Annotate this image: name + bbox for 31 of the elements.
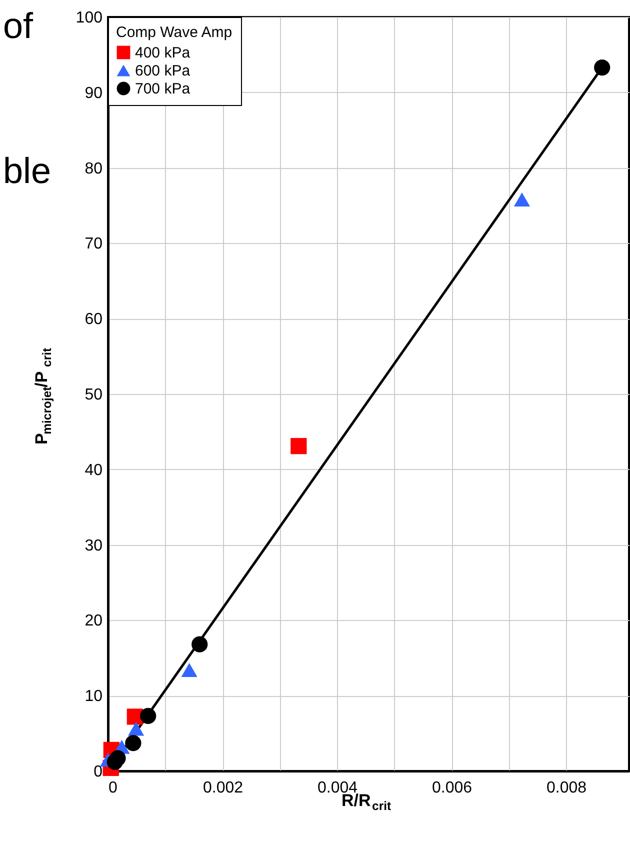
text: of xyxy=(3,5,34,46)
y-tick-label: 80 xyxy=(84,160,103,178)
point xyxy=(140,708,156,724)
y-tick-label: 10 xyxy=(84,688,103,706)
legend-label: 600 kPa xyxy=(135,62,191,80)
point xyxy=(192,636,208,652)
y-axis-title: Pmicrojet/Pcrit xyxy=(32,348,54,445)
point xyxy=(181,662,198,677)
y-tick-label: 30 xyxy=(84,537,103,554)
x-tick-label: 0.008 xyxy=(546,780,587,796)
x-tick-label: 0.006 xyxy=(432,780,472,796)
point xyxy=(594,59,610,76)
x-tick-label: 0 xyxy=(108,780,118,796)
y-tick-label: 50 xyxy=(84,386,103,404)
text: ble xyxy=(3,150,52,191)
legend-label: 700 kPa xyxy=(135,80,191,98)
y-tick-label: 60 xyxy=(84,311,103,328)
legend-title: Comp Wave Amp xyxy=(116,24,232,41)
legend-label: 400 kPa xyxy=(135,44,191,62)
point xyxy=(110,750,126,766)
point xyxy=(125,735,142,752)
y-tick-label: 100 xyxy=(76,10,103,26)
point xyxy=(514,192,530,206)
y-tick-label: 0 xyxy=(94,764,103,780)
point xyxy=(128,722,144,736)
y-tick-label: 20 xyxy=(84,612,103,630)
point xyxy=(290,438,307,454)
y-tick-label: 90 xyxy=(84,84,103,102)
y-tick-label: 70 xyxy=(84,236,103,253)
x-tick-label: 0.002 xyxy=(202,780,244,796)
y-tick-label: 40 xyxy=(84,462,103,479)
